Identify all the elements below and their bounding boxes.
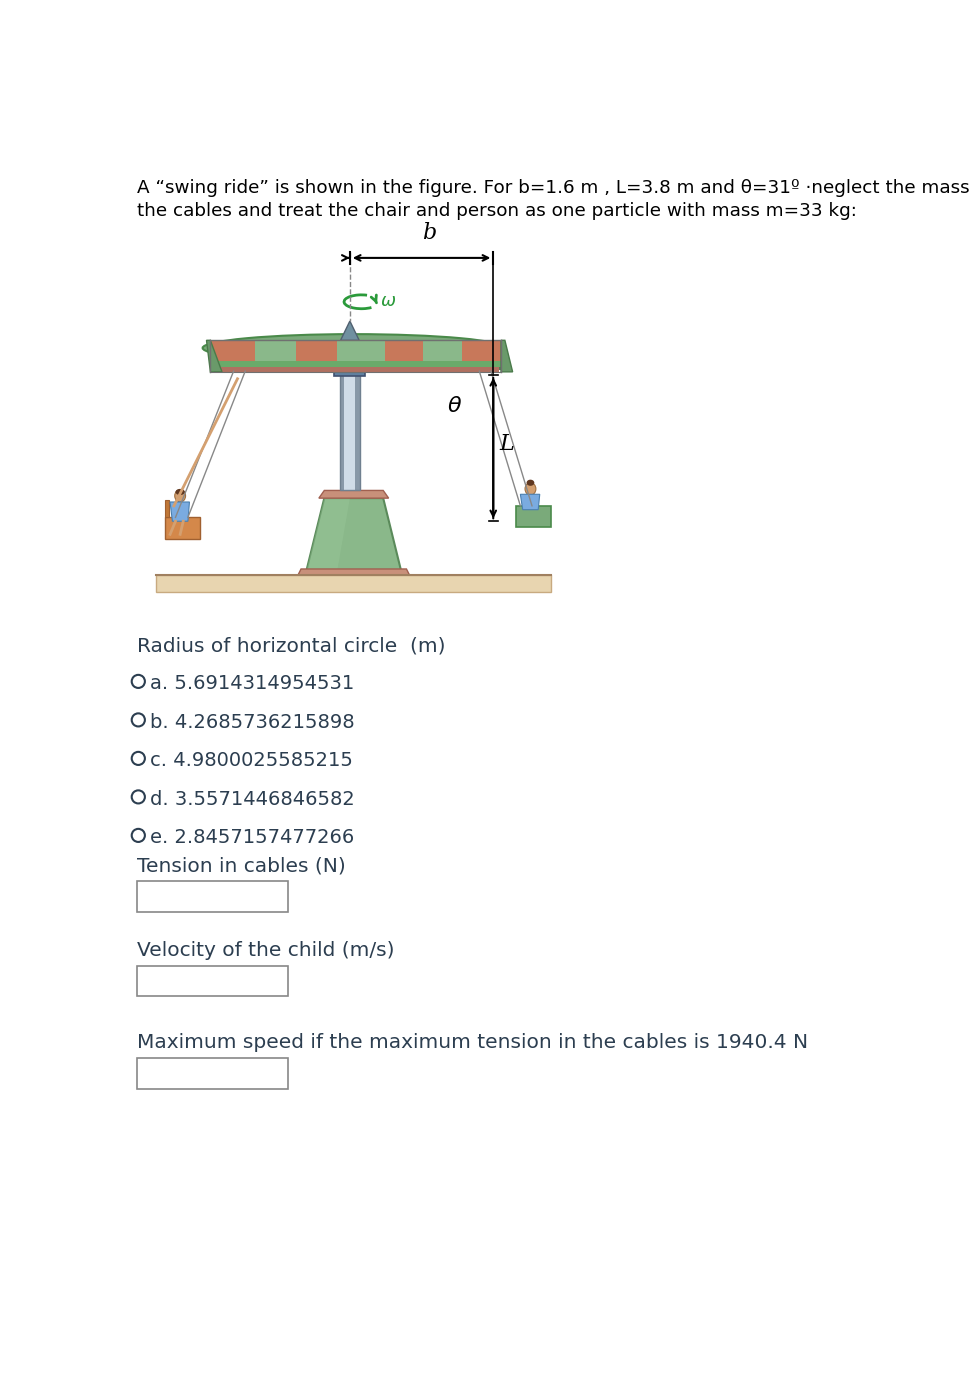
Text: b: b [422, 223, 436, 244]
FancyBboxPatch shape [342, 361, 358, 369]
Polygon shape [500, 340, 512, 372]
FancyBboxPatch shape [210, 361, 500, 367]
Text: b. 4.2685736215898: b. 4.2685736215898 [150, 713, 355, 732]
FancyBboxPatch shape [423, 340, 462, 361]
Polygon shape [319, 490, 389, 498]
FancyBboxPatch shape [354, 372, 359, 490]
Polygon shape [297, 569, 409, 575]
FancyBboxPatch shape [210, 361, 500, 370]
FancyBboxPatch shape [516, 505, 550, 528]
FancyBboxPatch shape [296, 340, 336, 361]
FancyBboxPatch shape [156, 575, 550, 592]
Ellipse shape [174, 490, 185, 503]
Text: Maximum speed if the maximum tension in the cables is 1940.4 N: Maximum speed if the maximum tension in … [137, 1033, 807, 1052]
Polygon shape [519, 494, 539, 509]
FancyBboxPatch shape [137, 966, 288, 997]
FancyBboxPatch shape [137, 1058, 288, 1089]
Polygon shape [206, 340, 222, 372]
FancyBboxPatch shape [165, 518, 200, 539]
FancyBboxPatch shape [385, 340, 423, 361]
FancyBboxPatch shape [165, 501, 170, 518]
Text: $\theta$: $\theta$ [447, 395, 461, 416]
Text: e. 2.8457157477266: e. 2.8457157477266 [150, 828, 354, 848]
Text: a. 5.6914314954531: a. 5.6914314954531 [150, 675, 354, 693]
Text: d. 3.5571446846582: d. 3.5571446846582 [150, 791, 355, 809]
Text: L: L [499, 433, 514, 455]
Ellipse shape [203, 334, 504, 362]
Ellipse shape [524, 483, 535, 496]
Ellipse shape [526, 480, 534, 486]
Text: the cables and treat the chair and person as one particle with mass m=33 kg:: the cables and treat the chair and perso… [137, 202, 856, 220]
Text: c. 4.9800025585215: c. 4.9800025585215 [150, 752, 353, 770]
Text: A “swing ride” is shown in the figure. For b=1.6 m , L=3.8 m and θ=31º ·neglect : A “swing ride” is shown in the figure. F… [137, 178, 969, 196]
Text: Velocity of the child (m/s): Velocity of the child (m/s) [137, 941, 393, 960]
FancyBboxPatch shape [336, 340, 385, 361]
Polygon shape [305, 498, 401, 574]
Polygon shape [305, 498, 350, 574]
FancyBboxPatch shape [210, 340, 254, 361]
FancyBboxPatch shape [214, 367, 498, 372]
FancyBboxPatch shape [462, 340, 500, 361]
Polygon shape [340, 322, 359, 340]
Text: Tension in cables (N): Tension in cables (N) [137, 856, 345, 876]
FancyBboxPatch shape [254, 340, 296, 361]
FancyBboxPatch shape [137, 881, 288, 912]
FancyBboxPatch shape [334, 367, 365, 376]
Text: Radius of horizontal circle  (m): Radius of horizontal circle (m) [137, 636, 445, 656]
Polygon shape [170, 503, 189, 521]
FancyBboxPatch shape [339, 372, 344, 490]
FancyBboxPatch shape [343, 372, 356, 490]
Ellipse shape [175, 489, 185, 496]
Text: $\omega$: $\omega$ [380, 292, 396, 310]
